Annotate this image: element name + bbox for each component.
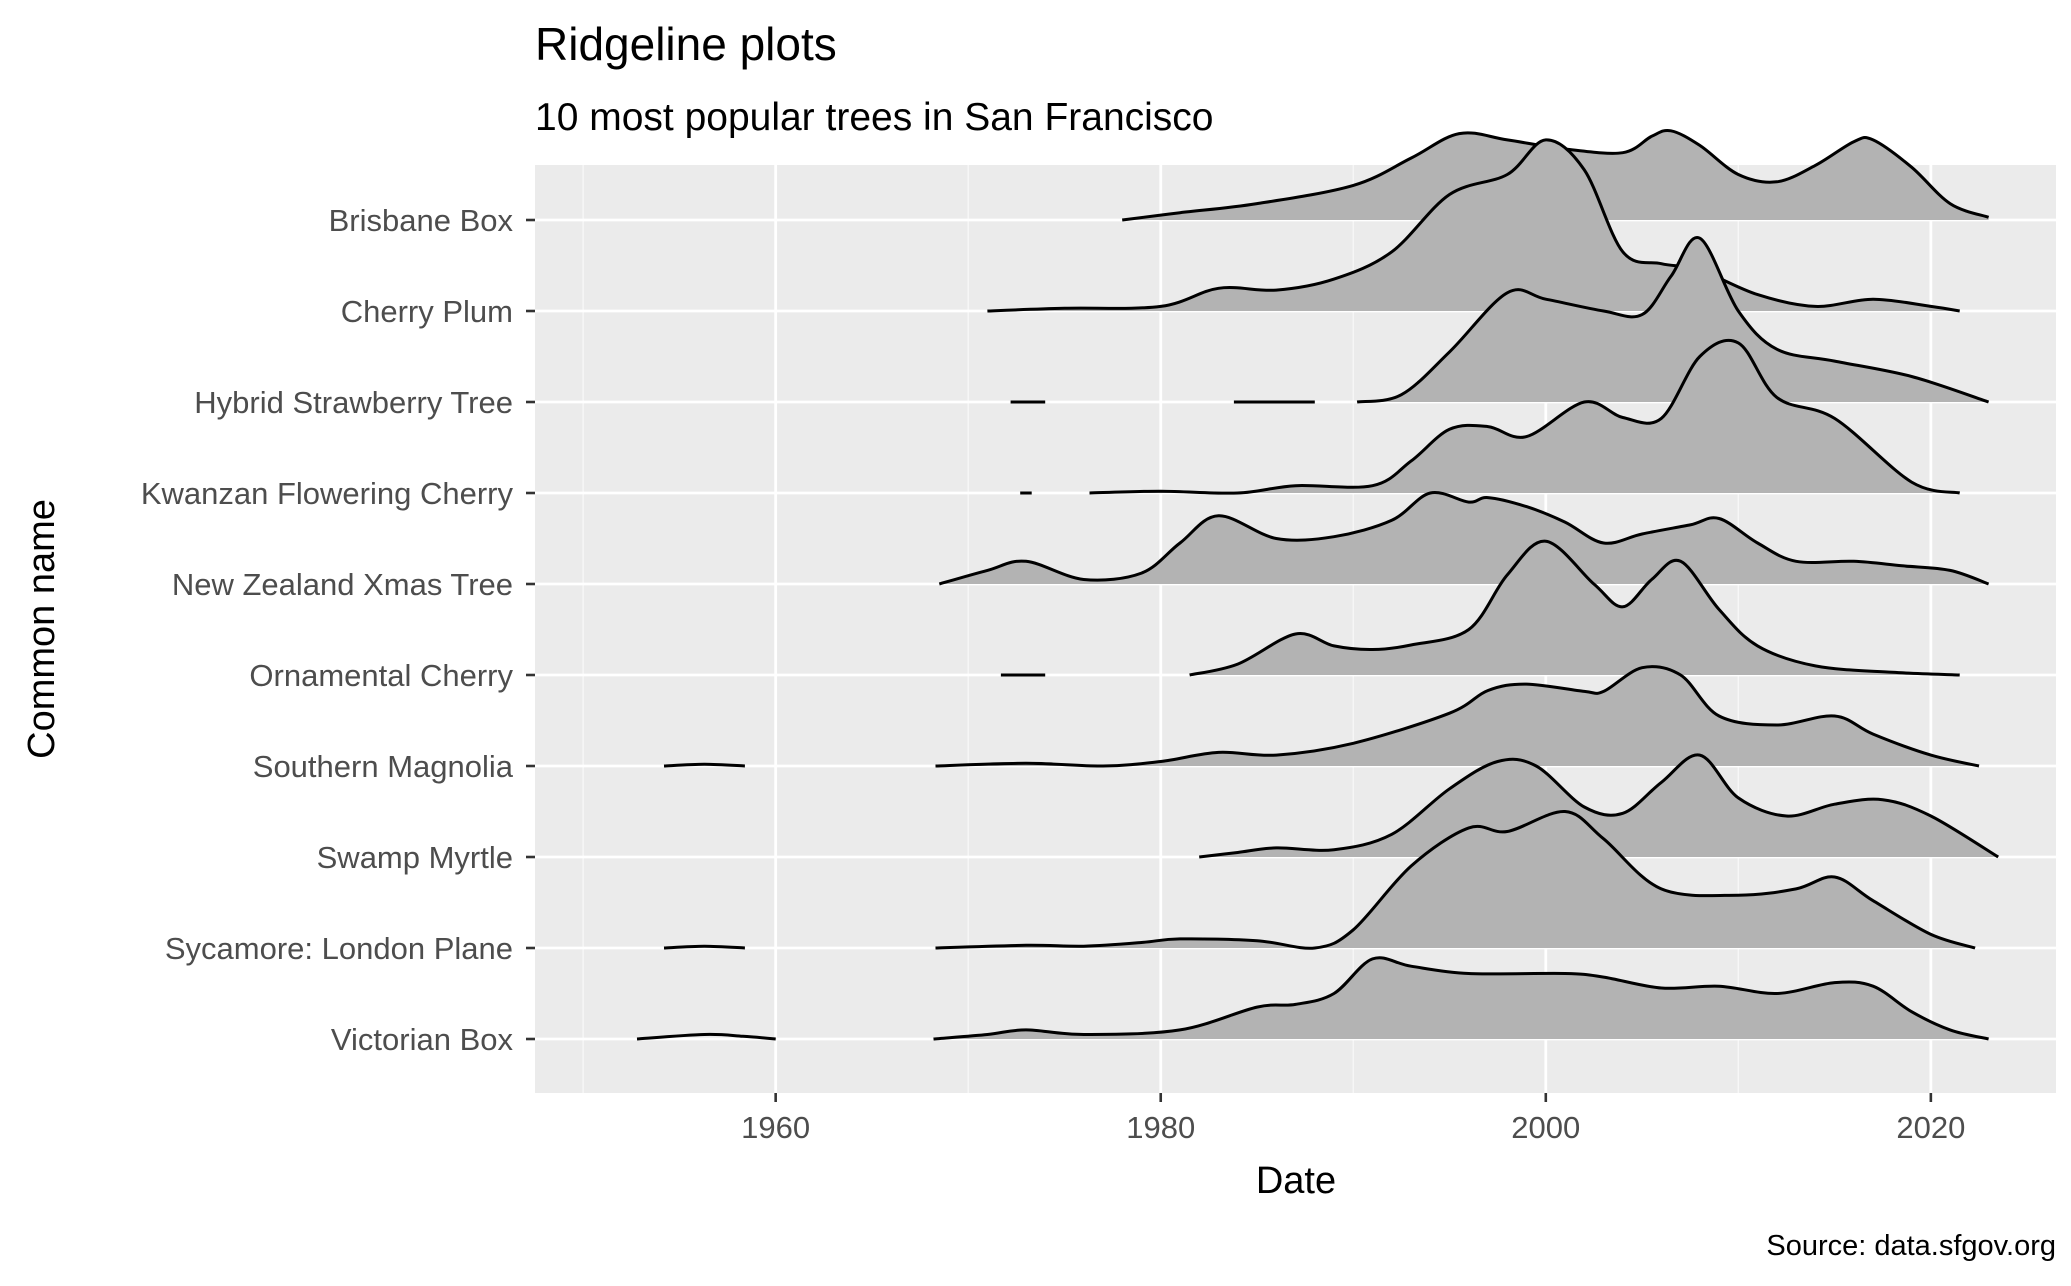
ridge-area xyxy=(933,957,1989,1039)
ridge-line xyxy=(935,809,1976,950)
ridge-new-zealand-xmas-tree xyxy=(938,491,1990,586)
ridge-line xyxy=(1356,236,1990,404)
ridges xyxy=(636,128,1999,1041)
ridge-area xyxy=(935,811,1976,949)
ridge-sycamore-london-plane xyxy=(663,809,1976,950)
y-tick-label: Ornamental Cherry xyxy=(249,658,513,693)
ridge-area xyxy=(1189,541,1960,675)
ridge-line xyxy=(1189,539,1960,677)
y-tick-label: Kwanzan Flowering Cherry xyxy=(141,476,514,511)
y-tick-label: Southern Magnolia xyxy=(253,749,514,784)
x-tick-label: 2020 xyxy=(1896,1110,1965,1145)
ridge-swamp-myrtle xyxy=(1199,753,1999,859)
ridge-area xyxy=(935,666,1979,767)
chart-title: Ridgeline plots xyxy=(535,18,837,70)
ridge-victorian-box xyxy=(636,956,1989,1041)
ridge-fragment xyxy=(663,944,745,950)
y-axis: Brisbane Box Cherry Plum Hybrid Strawberry… xyxy=(141,203,535,1057)
ridge-line xyxy=(935,665,1980,768)
chart-subtitle: 10 most popular trees in San Francisco xyxy=(535,96,1214,139)
ridge-line xyxy=(987,138,1960,313)
x-tick-label: 1980 xyxy=(1126,1110,1195,1145)
ridge-kwanzan-flowering-cherry xyxy=(1020,338,1961,495)
ridge-ornamental-cherry xyxy=(1000,539,1960,677)
x-axis-title: Date xyxy=(1256,1160,1336,1202)
ridge-cherry-plum xyxy=(987,138,1960,313)
x-axis: 1960 1980 2000 2020 xyxy=(741,1093,1965,1145)
ridge-line xyxy=(938,491,1990,586)
ridge-southern-magnolia xyxy=(663,665,1980,768)
y-axis-title: Common name xyxy=(21,499,63,759)
ridge-line xyxy=(933,956,1989,1041)
ridge-line xyxy=(1089,338,1961,495)
ridge-hybrid-strawberry-tree xyxy=(1010,236,1990,404)
ridge-line xyxy=(1199,753,1999,859)
ridge-area xyxy=(939,492,1989,584)
source-caption: Source: data.sfgov.org xyxy=(1766,1230,2056,1262)
y-tick-label: Cherry Plum xyxy=(341,294,513,329)
y-tick-label: New Zealand Xmas Tree xyxy=(172,567,513,602)
y-tick-label: Hybrid Strawberry Tree xyxy=(194,385,513,420)
y-tick-label: Sycamore: London Plane xyxy=(165,931,513,966)
y-tick-label: Swamp Myrtle xyxy=(317,840,513,875)
ridge-area xyxy=(1089,340,1960,494)
x-tick-label: 2000 xyxy=(1511,1110,1580,1145)
y-tick-label: Victorian Box xyxy=(331,1022,514,1057)
ridge-fragment xyxy=(636,1032,776,1041)
ridge-fragment xyxy=(663,762,745,768)
y-tick-label: Brisbane Box xyxy=(329,203,514,238)
ridge-line xyxy=(1122,128,1990,222)
x-tick-label: 1960 xyxy=(741,1110,810,1145)
ridge-area xyxy=(987,139,1960,311)
